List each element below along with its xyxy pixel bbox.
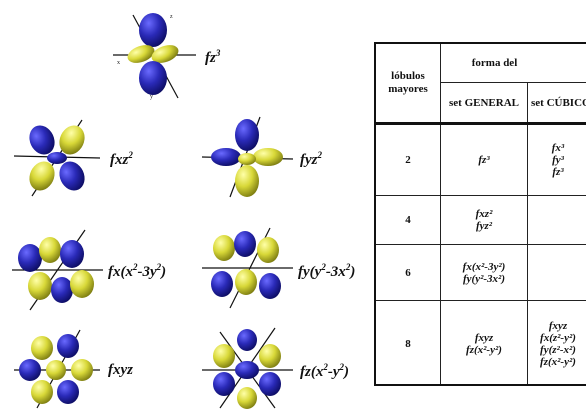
axis-label-y: y — [150, 94, 153, 100]
label-fy-y2-3x2: fy(y2-3x2) — [298, 262, 356, 280]
row-8-lobes: 8 — [405, 337, 411, 350]
row-2-cubic: fx³ fy³ fz³ — [551, 142, 565, 178]
orbital-fyz2 — [200, 115, 295, 200]
orbital-fxyz — [12, 328, 102, 410]
header-set-cubico: set CÚBICO — [531, 96, 586, 109]
axis-label-x: x — [117, 60, 120, 66]
orbital-shape-table: lóbulos mayores forma del set GENERAL se… — [374, 42, 586, 386]
label-fyz2: fyz2 — [300, 150, 322, 168]
header-set-general: set GENERAL — [449, 96, 519, 109]
label-fz3: fz3 — [205, 48, 221, 66]
label-fxz2: fxz2 — [110, 150, 133, 168]
orbital-fz-x2-y2-drawing — [202, 327, 293, 409]
axis-label-z: z — [170, 14, 173, 20]
orbital-fxyz-drawing — [14, 329, 100, 409]
row-2-lobes: 2 — [405, 154, 411, 166]
label-fxyz: fxyz — [108, 362, 133, 378]
orbital-fz3-drawing: x y z — [113, 13, 196, 100]
orbital-fy-y2-3x2-drawing — [202, 227, 293, 309]
row-6-lobes: 6 — [405, 266, 411, 279]
orbital-fz-x2-y2 — [200, 326, 295, 410]
orbital-fx-x2-3y2-drawing — [12, 229, 103, 311]
orbital-fyz2-drawing — [201, 116, 294, 198]
row-4-lobes: 4 — [405, 214, 411, 226]
row-6-general: fx(x²-3y²) fy(y²-3x²) — [462, 260, 506, 285]
header-lobulos: lóbulos mayores — [388, 70, 428, 95]
label-fx-x2-3y2: fx(x2-3y2) — [108, 262, 167, 280]
orbital-fxz2 — [12, 118, 102, 198]
row-2-general: fz³ — [478, 154, 490, 166]
row-8-general: fxyz fz(x²-y²) — [466, 331, 502, 356]
row-8-cubic: fxyz fx(z²-y²) fy(z²-x²) fz(x²-y²) — [540, 319, 576, 368]
label-fz-x2-y2: fz(x2-y2) — [300, 362, 349, 380]
orbital-fy-y2-3x2 — [200, 226, 295, 311]
orbital-fz3: x y z — [108, 10, 198, 100]
orbital-fxz2-drawing — [13, 119, 101, 197]
row-4-general: fxz² fyz² — [475, 208, 493, 232]
header-forma-del: forma del — [471, 57, 518, 69]
orbital-fx-x2-3y2 — [10, 228, 105, 313]
